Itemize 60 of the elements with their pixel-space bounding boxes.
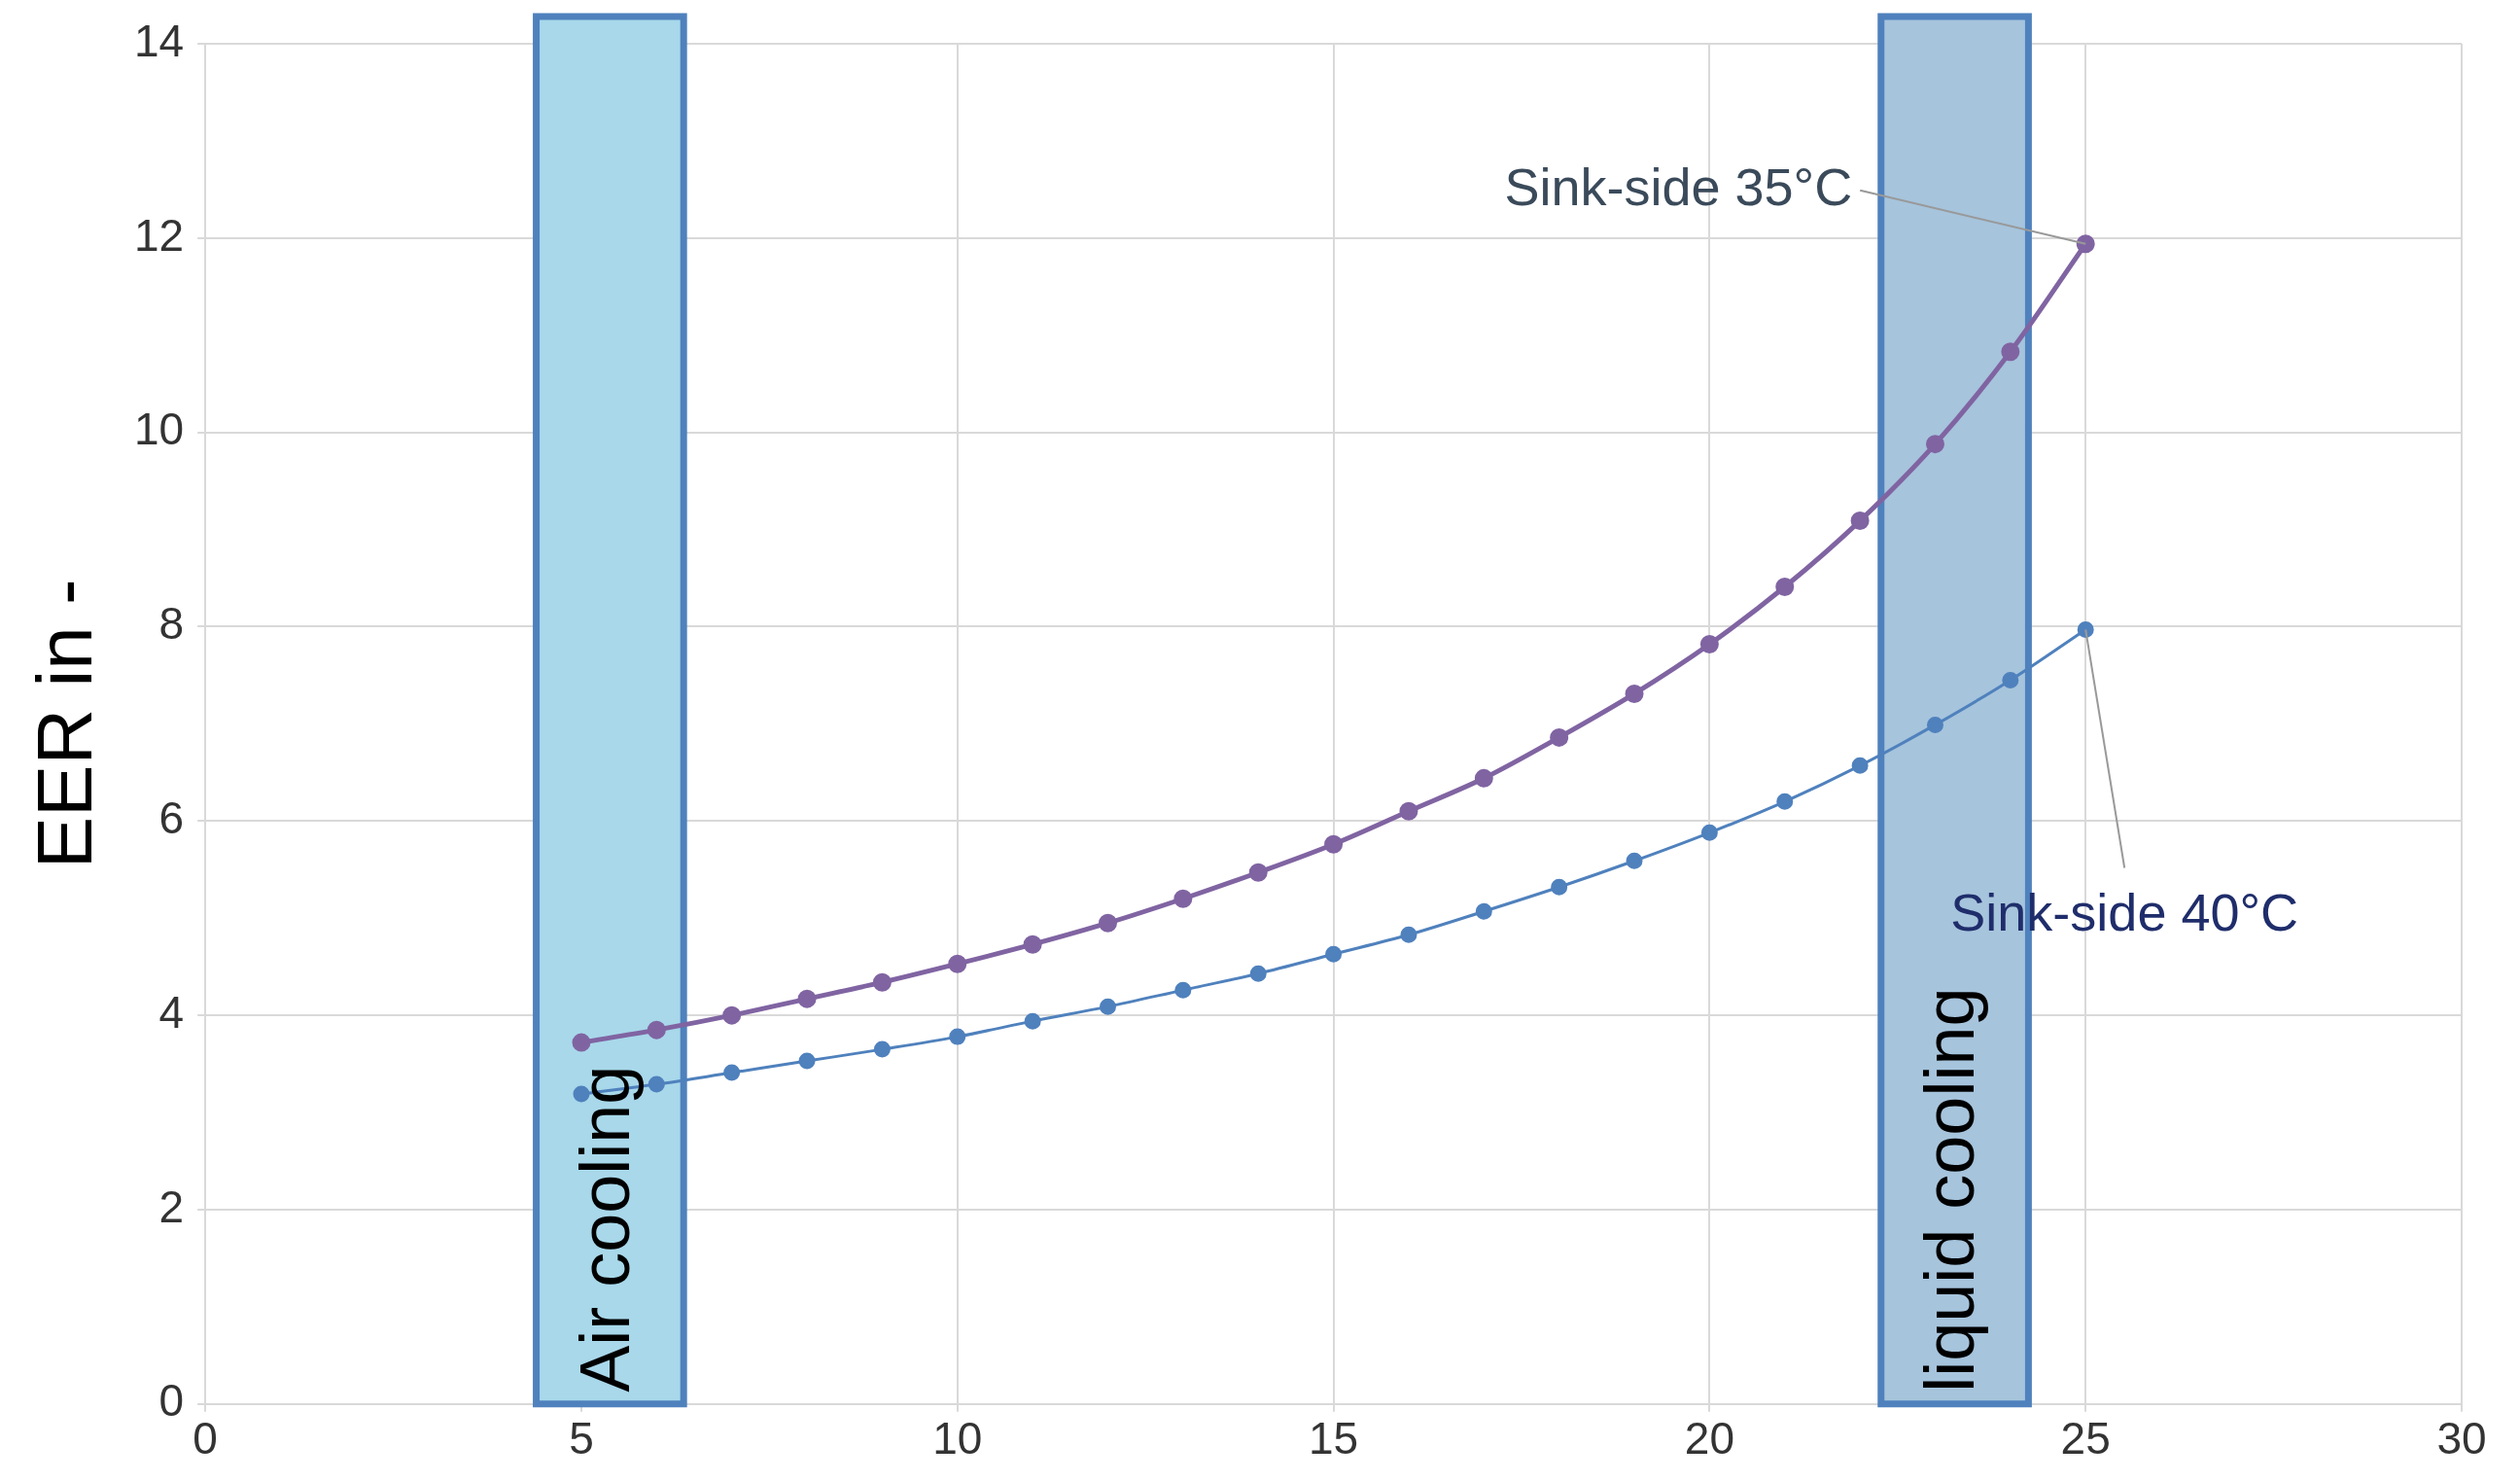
point <box>2002 671 2019 688</box>
band-label: Air cooling <box>566 1065 645 1393</box>
point <box>1248 863 1268 882</box>
y-tick-label: 0 <box>158 1375 185 1427</box>
y-axis-title: EER in - <box>21 579 109 869</box>
y-tick-label: 2 <box>158 1181 185 1232</box>
point <box>1700 824 1718 841</box>
point <box>797 989 817 1008</box>
point <box>1023 934 1042 954</box>
point <box>948 954 967 973</box>
point <box>872 972 892 992</box>
point <box>1173 889 1193 908</box>
point <box>1400 926 1418 943</box>
point <box>1174 981 1192 999</box>
point <box>1925 435 1944 454</box>
point <box>1926 716 1943 733</box>
y-tick-label: 8 <box>158 598 185 650</box>
point <box>1325 945 1343 963</box>
point <box>1100 998 1116 1015</box>
point <box>1851 757 1869 774</box>
point <box>2001 342 2020 362</box>
point <box>1249 965 1267 982</box>
point <box>1776 793 1794 810</box>
point <box>1551 878 1568 896</box>
point <box>1699 634 1719 653</box>
point <box>1626 852 1643 869</box>
x-tick-label: 30 <box>2436 1413 2487 1464</box>
y-tick-label: 10 <box>133 404 185 455</box>
y-tick-label: 6 <box>158 793 185 843</box>
point <box>1550 727 1569 747</box>
point <box>1324 834 1344 854</box>
point <box>647 1020 666 1040</box>
point <box>1475 902 1492 920</box>
x-tick-label: 10 <box>932 1413 983 1464</box>
point <box>1399 801 1418 821</box>
point <box>873 1040 891 1058</box>
point <box>572 1033 591 1052</box>
point <box>2076 234 2095 254</box>
x-tick-label: 25 <box>2060 1413 2111 1464</box>
point <box>1474 768 1493 788</box>
x-tick-label: 15 <box>1309 1413 1359 1464</box>
point <box>798 1052 816 1070</box>
point <box>1099 913 1117 933</box>
annotation: Sink-side 35°C <box>1504 157 1853 216</box>
point <box>1024 1012 1041 1030</box>
point <box>648 1075 665 1093</box>
point <box>949 1028 966 1045</box>
y-tick-label: 12 <box>133 209 185 261</box>
band-label: liquid cooling <box>1910 987 1989 1393</box>
x-tick-label: 0 <box>192 1413 218 1464</box>
point <box>2077 620 2094 638</box>
y-tick-label: 4 <box>158 986 185 1038</box>
point <box>722 1005 742 1025</box>
point <box>1850 511 1870 531</box>
x-tick-label: 5 <box>569 1413 594 1464</box>
point <box>1775 578 1795 597</box>
x-tick-label: 20 <box>1684 1413 1734 1464</box>
y-tick-label: 14 <box>133 15 185 66</box>
point <box>1625 684 1644 703</box>
point <box>723 1064 741 1081</box>
